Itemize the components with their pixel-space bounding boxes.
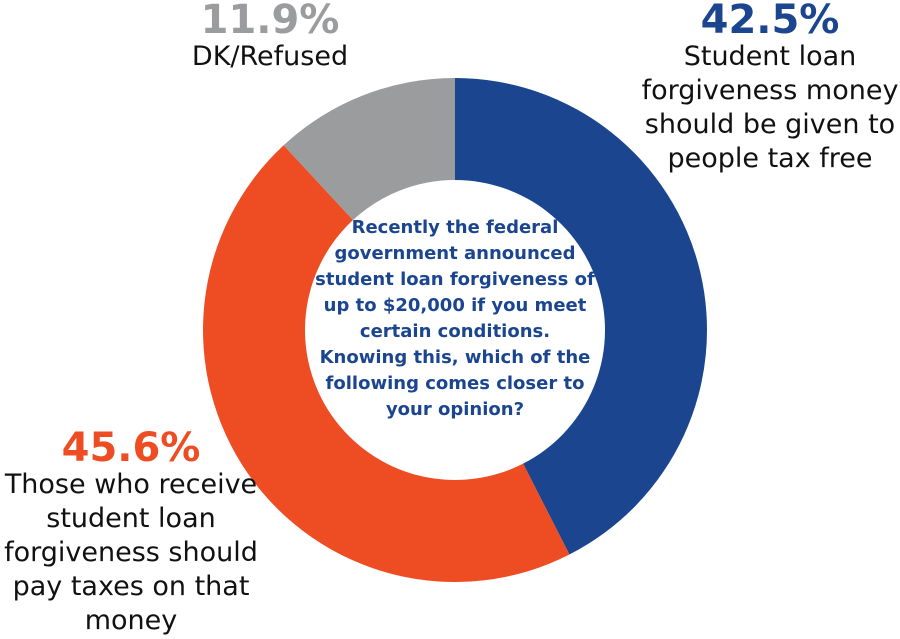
slice-category-label: DK/Refused: [191, 41, 349, 72]
slice-category-label: Student loan forgiveness money should be…: [641, 41, 899, 174]
donut-slice: [202, 145, 570, 582]
slice-label: 11.9% DK/Refused: [140, 0, 400, 74]
slice-value-label: 45.6%: [61, 425, 201, 471]
chart-title: Recently the federal government announce…: [315, 217, 595, 420]
donut-slice: [283, 78, 455, 221]
slice-label: 42.5% Student loan forgiveness money shou…: [630, 0, 900, 176]
donut-slice: [455, 78, 707, 555]
slice-category-label: Those who receive student loan forgivene…: [4, 469, 258, 636]
slice-label: 45.6% Those who receive student loan forg…: [0, 428, 262, 638]
slice-value-label: 11.9%: [200, 0, 340, 43]
slice-value-label: 42.5%: [700, 0, 840, 43]
